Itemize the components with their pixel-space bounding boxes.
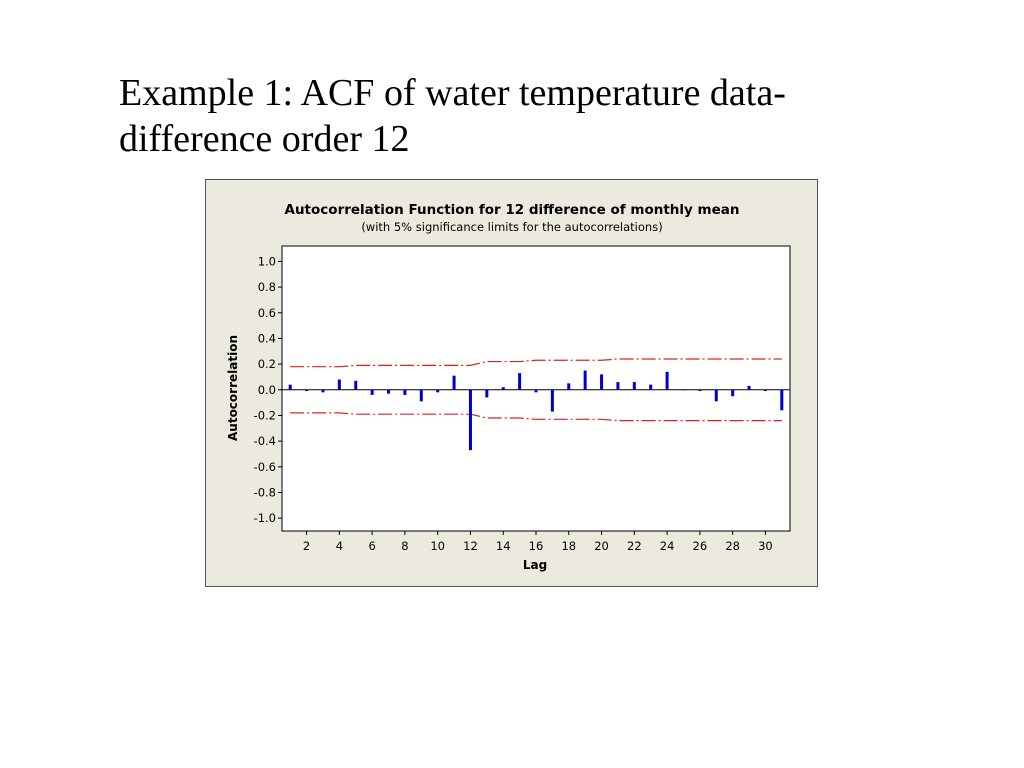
y-tick-label: 0.8 xyxy=(258,280,276,294)
acf-bar xyxy=(714,389,718,402)
acf-bar xyxy=(419,389,423,402)
acf-bar xyxy=(747,385,751,390)
acf-bar xyxy=(567,383,571,390)
acf-bar xyxy=(288,384,292,390)
y-tick-label: -0.4 xyxy=(254,434,276,448)
y-tick-label: -0.6 xyxy=(254,460,276,474)
acf-bar xyxy=(518,373,522,390)
y-tick-label: 0.2 xyxy=(258,357,276,371)
acf-bar xyxy=(337,379,341,390)
y-tick-label: 0.4 xyxy=(258,331,276,345)
acf-bar xyxy=(616,382,620,390)
y-axis-label: Autocorrelation xyxy=(226,335,240,441)
x-tick-label: 8 xyxy=(401,539,408,553)
acf-bar xyxy=(681,389,685,391)
x-tick-label: 2 xyxy=(303,539,310,553)
acf-bar xyxy=(387,389,391,394)
x-axis-ticks: 2 4 6 8 10 12 14 16 18 20 22 24 26 28 30 xyxy=(303,531,773,553)
x-axis-label: Lag xyxy=(523,558,547,572)
chart-subtitle: (with 5% significance limits for the aut… xyxy=(361,220,662,234)
acf-bar xyxy=(436,389,440,393)
acf-chart-figure: Autocorrelation Function for 12 differen… xyxy=(205,179,818,587)
lower-significance-limit xyxy=(290,412,782,422)
acf-bar xyxy=(763,389,767,392)
x-tick-label: 14 xyxy=(496,539,511,553)
acf-bar xyxy=(780,389,784,411)
y-tick-label: 0.0 xyxy=(258,383,276,397)
acf-bar xyxy=(370,389,374,395)
slide-title-line-2: difference order 12 xyxy=(119,118,410,160)
acf-bar xyxy=(550,389,554,412)
x-tick-label: 24 xyxy=(660,539,675,553)
upper-significance-limit xyxy=(290,358,782,368)
x-tick-label: 18 xyxy=(561,539,576,553)
x-tick-label: 22 xyxy=(627,539,642,553)
acf-bar xyxy=(583,370,587,390)
y-tick-label: -1.0 xyxy=(254,511,276,525)
slide-title-line-1: Example 1: ACF of water temperature data… xyxy=(119,72,786,114)
x-tick-label: 6 xyxy=(368,539,375,553)
y-tick-label: -0.8 xyxy=(254,485,276,499)
acf-bar xyxy=(403,389,407,395)
acf-bar xyxy=(452,375,456,390)
x-tick-label: 26 xyxy=(693,539,708,553)
acf-bar xyxy=(468,389,472,451)
acf-chart-svg: Autocorrelation Function for 12 differen… xyxy=(226,202,791,572)
x-tick-label: 30 xyxy=(758,539,773,553)
x-tick-label: 28 xyxy=(725,539,740,553)
acf-bars xyxy=(288,370,784,451)
plot-area xyxy=(281,245,791,532)
acf-bar xyxy=(665,371,669,390)
x-tick-label: 12 xyxy=(463,539,478,553)
acf-bar xyxy=(600,374,604,390)
y-axis-ticks: 1.0 0.8 0.6 0.4 0.2 0.0 -0.2 -0.4 -0.6 -0.8 -1.0 xyxy=(254,254,282,525)
y-tick-label: 0.6 xyxy=(258,306,276,320)
slide-title: Example 1: ACF of water temperature data… xyxy=(119,70,879,162)
x-tick-label: 4 xyxy=(336,539,343,553)
acf-bar xyxy=(485,389,489,398)
acf-bar xyxy=(649,384,653,390)
chart-title: Autocorrelation Function for 12 differen… xyxy=(285,202,740,218)
x-tick-label: 10 xyxy=(430,539,445,553)
acf-bar xyxy=(534,389,538,393)
x-tick-label: 16 xyxy=(529,539,544,553)
acf-bar xyxy=(731,389,735,397)
acf-bar xyxy=(321,389,325,393)
significance-limits xyxy=(290,358,782,422)
acf-bar xyxy=(632,382,636,390)
acf-bar xyxy=(354,380,358,390)
x-tick-label: 20 xyxy=(594,539,609,553)
acf-bar xyxy=(305,389,309,392)
y-tick-label: 1.0 xyxy=(258,254,276,268)
acf-bar xyxy=(501,387,505,390)
acf-bar xyxy=(698,389,702,392)
y-tick-label: -0.2 xyxy=(254,408,276,422)
